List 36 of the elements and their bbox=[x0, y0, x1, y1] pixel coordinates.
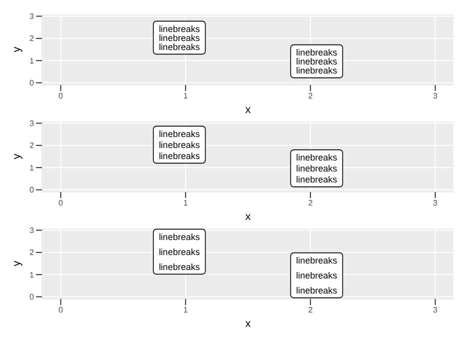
annotation: linebreaks linebreaks linebreaks bbox=[158, 128, 200, 161]
y-tick-label: 1 bbox=[30, 163, 35, 172]
annotation: linebreaks linebreaks linebreaks bbox=[296, 152, 338, 184]
y-axis-title: y bbox=[10, 46, 23, 52]
annotation: linebreaks linebreaks linebreaks bbox=[158, 232, 200, 272]
y-tick-label: 1 bbox=[30, 270, 35, 280]
x-tick-label: 0 bbox=[58, 92, 64, 101]
x-axis-title: x bbox=[245, 104, 252, 116]
x-tick-label: 0 bbox=[58, 198, 64, 208]
y-tick-label: 0 bbox=[30, 292, 35, 302]
x-tick-label: 2 bbox=[308, 198, 314, 208]
x-tick-label: 1 bbox=[183, 198, 188, 208]
x-tick-label: 3 bbox=[433, 198, 438, 208]
y-tick-label: 0 bbox=[30, 78, 35, 88]
y-tick-label: 3 bbox=[30, 119, 35, 128]
x-tick-label: 1 bbox=[183, 92, 188, 101]
x-tick-label: 1 bbox=[183, 306, 188, 315]
y-tick-label: 3 bbox=[30, 226, 35, 236]
annotation: linebreaks linebreaks linebreaks bbox=[296, 255, 338, 296]
annotation: linebreaks linebreaks linebreaks bbox=[296, 47, 338, 76]
x-axis-title: x bbox=[245, 211, 252, 223]
y-tick-label: 2 bbox=[30, 248, 35, 258]
y-tick-label: 0 bbox=[30, 186, 35, 195]
x-tick-label: 3 bbox=[433, 92, 438, 101]
x-tick-label: 0 bbox=[58, 306, 64, 315]
y-tick-label: 3 bbox=[30, 12, 35, 22]
y-axis-title: y bbox=[10, 260, 23, 266]
y-tick-label: 1 bbox=[30, 56, 35, 66]
y-tick-label: 2 bbox=[30, 141, 35, 150]
x-axis-title: x bbox=[245, 318, 252, 330]
x-tick-label: 3 bbox=[433, 306, 438, 315]
x-tick-label: 2 bbox=[308, 92, 314, 101]
x-tick-label: 2 bbox=[308, 306, 314, 315]
y-tick-label: 2 bbox=[30, 34, 35, 44]
y-axis-title: y bbox=[10, 153, 23, 160]
annotation: linebreaks linebreaks linebreaks bbox=[158, 24, 200, 52]
